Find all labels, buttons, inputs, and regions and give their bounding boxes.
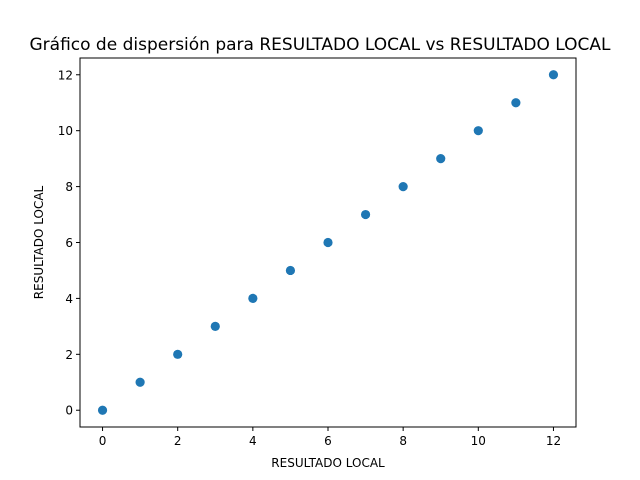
scatter-point <box>511 98 521 108</box>
y-axis: 0 2 4 6 8 10 12 <box>58 68 80 418</box>
plot-area <box>97 70 559 415</box>
x-tick-label: 8 <box>399 434 407 448</box>
scatter-point <box>135 377 145 387</box>
chart-title: Gráfico de dispersión para RESULTADO LOC… <box>29 35 611 55</box>
scatter-point <box>473 126 483 136</box>
x-tick-label: 10 <box>471 434 486 448</box>
y-tick-label: 12 <box>58 68 73 82</box>
y-tick-label: 8 <box>65 180 73 194</box>
scatter-point <box>398 181 408 192</box>
scatter-point <box>248 293 258 304</box>
y-tick-label: 0 <box>65 404 73 418</box>
scatter-point <box>173 349 183 359</box>
x-tick-label: 4 <box>249 434 257 448</box>
x-tick-label: 6 <box>324 434 332 448</box>
scatter-point <box>548 70 559 80</box>
y-axis-label: RESULTADO LOCAL <box>32 185 46 299</box>
y-tick-label: 4 <box>65 292 73 306</box>
scatter-point <box>360 209 371 220</box>
y-tick-label: 2 <box>65 348 73 362</box>
y-tick-label: 10 <box>58 124 73 138</box>
x-axis: 0 2 4 6 8 10 12 <box>99 427 561 448</box>
scatter-point <box>285 265 296 276</box>
scatter-point <box>210 321 220 331</box>
scatter-point <box>323 237 333 248</box>
scatter-point <box>97 405 108 415</box>
x-axis-label: RESULTADO LOCAL <box>271 456 385 470</box>
scatter-point <box>436 154 446 164</box>
x-tick-label: 2 <box>174 434 182 448</box>
y-tick-label: 6 <box>65 236 73 250</box>
x-tick-label: 0 <box>99 434 107 448</box>
x-tick-label: 12 <box>546 434 561 448</box>
